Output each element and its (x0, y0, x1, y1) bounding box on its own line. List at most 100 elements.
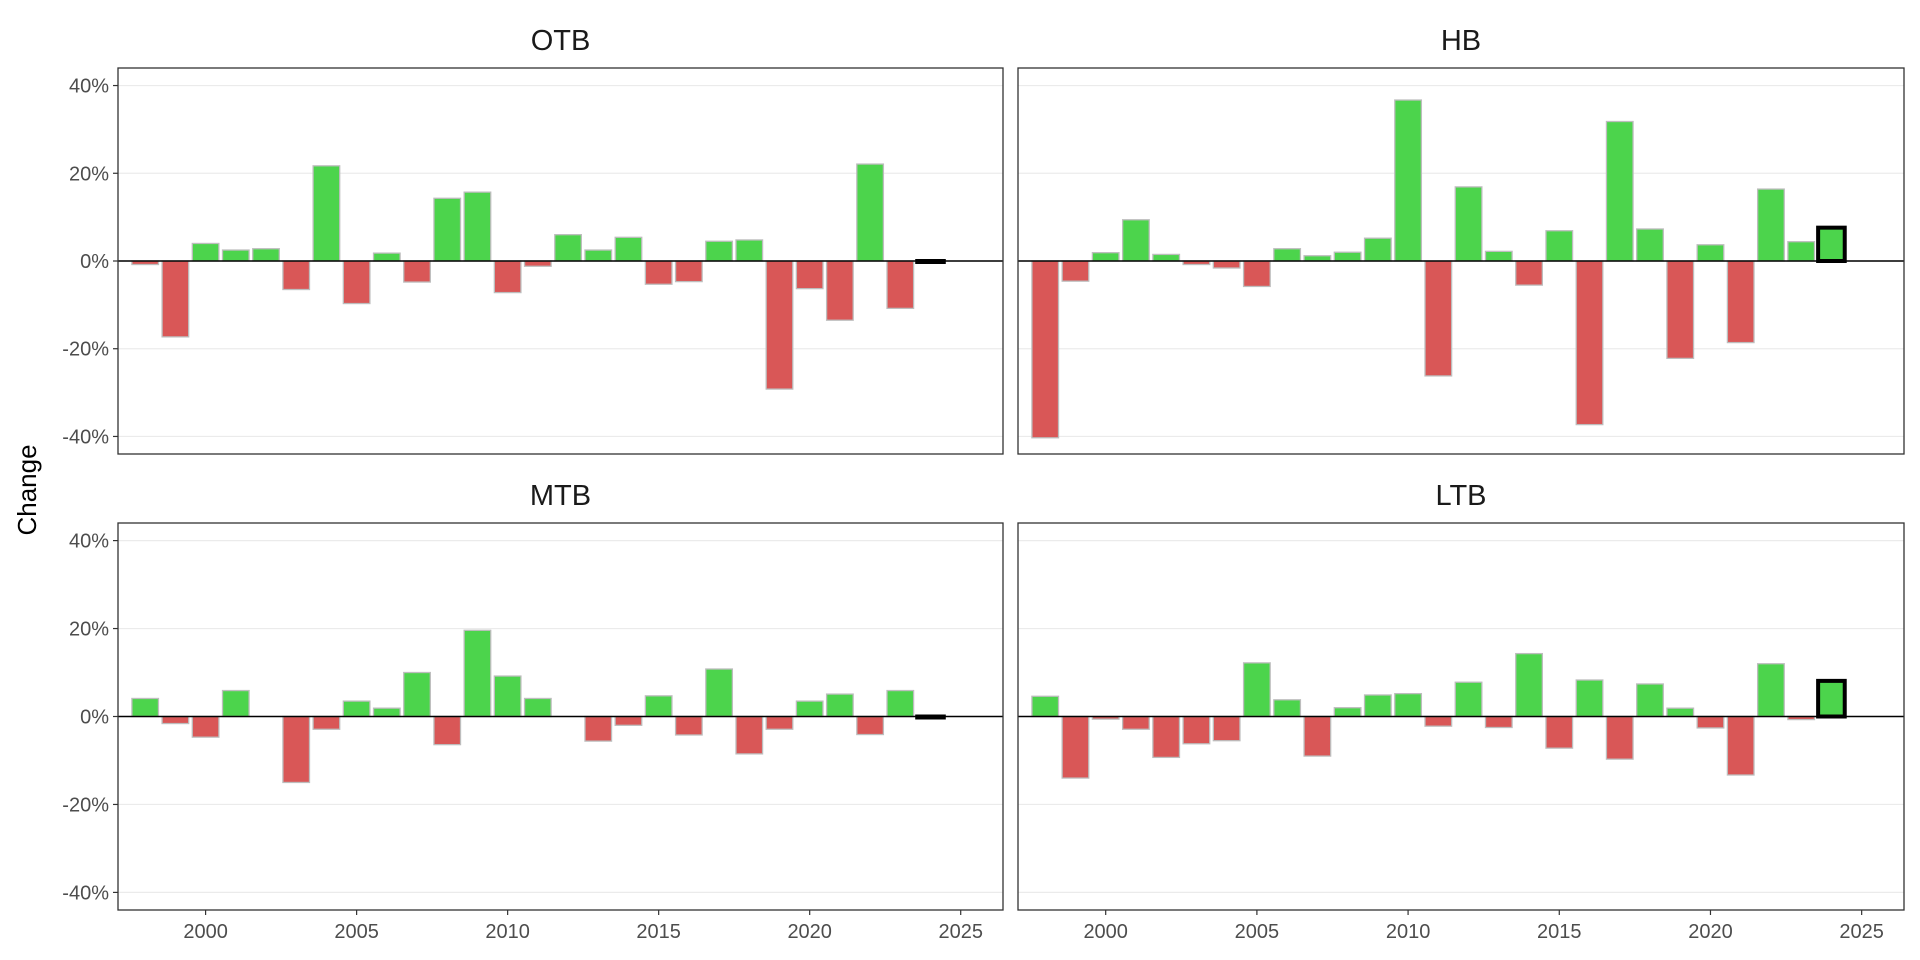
bar-otb-2015 (644, 260, 673, 285)
bar-hb-2017 (1605, 120, 1634, 262)
bar-ltb-2020 (1696, 715, 1725, 729)
y-tick-label-otb-0: -40% (62, 426, 109, 448)
x-tick-label-mtb-5: 2025 (938, 921, 983, 943)
bar-mtb-2008 (433, 715, 462, 746)
bar-otb-2016 (674, 260, 703, 283)
x-tick-label-ltb-1: 2005 (1235, 921, 1280, 943)
bar-otb-2023 (886, 260, 915, 310)
bar-ltb-2002 (1152, 715, 1181, 759)
y-tick-label-otb-2: 0% (80, 251, 109, 273)
bar-mtb-2016 (674, 715, 703, 736)
panel-mtb: MTB -40% -20% 0% 20% 40% 2000 2005 2010 2015 2020 2… (62, 480, 1004, 943)
bar-mtb-1998 (131, 697, 160, 718)
bar-mtb-2023 (886, 689, 915, 718)
bar-ltb-2022 (1756, 663, 1785, 718)
bar-hb-2014 (1515, 260, 1543, 286)
bar-otb-2007 (403, 260, 431, 283)
bar-hb-2012 (1454, 186, 1483, 262)
bar-ltb-2003 (1182, 715, 1211, 745)
bar-otb-2013 (584, 249, 613, 262)
panel-border-hb (1017, 67, 1905, 455)
panel-title-otb: OTB (531, 25, 591, 57)
bar-otb-2004 (312, 165, 341, 262)
bar-mtb-2015 (644, 695, 673, 718)
bar-ltb-2015 (1545, 715, 1574, 749)
bar-hb-2022 (1756, 188, 1785, 262)
bar-hb-2020 (1696, 244, 1725, 262)
bar-hb-2002 (1152, 253, 1181, 262)
bar-hb-2021 (1726, 260, 1755, 344)
bar-mtb-2022 (856, 715, 885, 736)
x-tick-label-ltb-5: 2025 (1839, 921, 1884, 943)
bar-mtb-2021 (825, 693, 854, 718)
bar-ltb-1999 (1061, 715, 1090, 779)
bar-hb-2023 (1787, 241, 1816, 262)
bar-hb-2019 (1666, 260, 1695, 360)
bar-mtb-2001 (221, 689, 250, 718)
bar-hb-2024 (1816, 225, 1847, 263)
bar-mtb-2009 (463, 629, 492, 718)
bar-otb-2009 (463, 191, 492, 262)
bar-hb-2013 (1484, 250, 1513, 262)
bar-mtb-2018 (735, 715, 764, 755)
bar-otb-2021 (825, 260, 854, 321)
bar-ltb-2011 (1424, 715, 1453, 727)
bar-otb-2020 (795, 260, 824, 290)
x-tick-label-ltb-0: 2000 (1083, 921, 1128, 943)
bar-ltb-2013 (1484, 715, 1513, 729)
bar-otb-2003 (282, 260, 311, 291)
bar-otb-1999 (161, 260, 190, 338)
x-tick-label-ltb-2: 2010 (1386, 921, 1431, 943)
bar-ltb-2012 (1454, 681, 1483, 718)
bar-mtb-2003 (282, 715, 311, 784)
bar-hb-2008 (1333, 251, 1362, 262)
x-tick-label-ltb-3: 2015 (1537, 921, 1582, 943)
bar-otb-2001 (221, 249, 250, 262)
x-tick-label-mtb-3: 2015 (636, 921, 681, 943)
bar-otb-2002 (252, 248, 280, 262)
bar-hb-2001 (1121, 219, 1150, 262)
bar-otb-2018 (735, 239, 764, 262)
bar-mtb-2000 (191, 715, 220, 738)
panel-title-hb: HB (1441, 25, 1481, 57)
bar-otb-2017 (705, 240, 734, 262)
bar-mtb-2017 (705, 668, 734, 718)
bar-mtb-2014 (614, 715, 643, 726)
bar-hb-1999 (1061, 260, 1090, 282)
bar-otb-2000 (191, 242, 220, 262)
bar-hb-2015 (1545, 230, 1574, 262)
panel-border-ltb (1017, 522, 1905, 911)
y-tick-label-otb-1: -20% (62, 339, 109, 361)
bar-hb-2004 (1212, 260, 1241, 269)
bar-otb-2019 (765, 260, 794, 390)
y-tick-label-mtb-1: -20% (62, 794, 109, 816)
x-tick-label-mtb-2: 2010 (485, 921, 530, 943)
bar-hb-2000 (1091, 252, 1120, 262)
bar-mtb-2005 (342, 700, 371, 718)
bar-ltb-2001 (1121, 715, 1150, 730)
bar-mtb-2006 (372, 707, 401, 718)
bar-otb-2005 (342, 260, 371, 305)
bar-ltb-2024 (1816, 678, 1847, 719)
bar-ltb-2009 (1363, 694, 1392, 718)
panel-title-mtb: MTB (530, 480, 591, 512)
bar-ltb-2014 (1515, 652, 1543, 718)
x-tick-label-mtb-0: 2000 (183, 921, 228, 943)
bar-ltb-2007 (1303, 715, 1332, 757)
bar-otb-2006 (372, 252, 401, 262)
bar-ltb-2004 (1212, 715, 1241, 742)
x-tick-label-ltb-4: 2020 (1688, 921, 1733, 943)
bar-hb-2005 (1242, 260, 1271, 288)
x-tick-label-mtb-4: 2020 (787, 921, 832, 943)
panel-title-ltb: LTB (1435, 480, 1486, 512)
y-tick-label-mtb-0: -40% (62, 882, 109, 904)
bar-ltb-2016 (1575, 679, 1604, 718)
bar-mtb-1999 (161, 715, 190, 725)
bar-mtb-2011 (523, 697, 552, 718)
bar-mtb-2019 (765, 715, 794, 730)
y-tick-label-mtb-2: 0% (80, 707, 109, 729)
bar-hb-2010 (1394, 99, 1423, 262)
bar-mtb-2010 (493, 675, 522, 718)
panel-otb: OTB -40% -20% 0% 20% 40% (62, 25, 1004, 455)
